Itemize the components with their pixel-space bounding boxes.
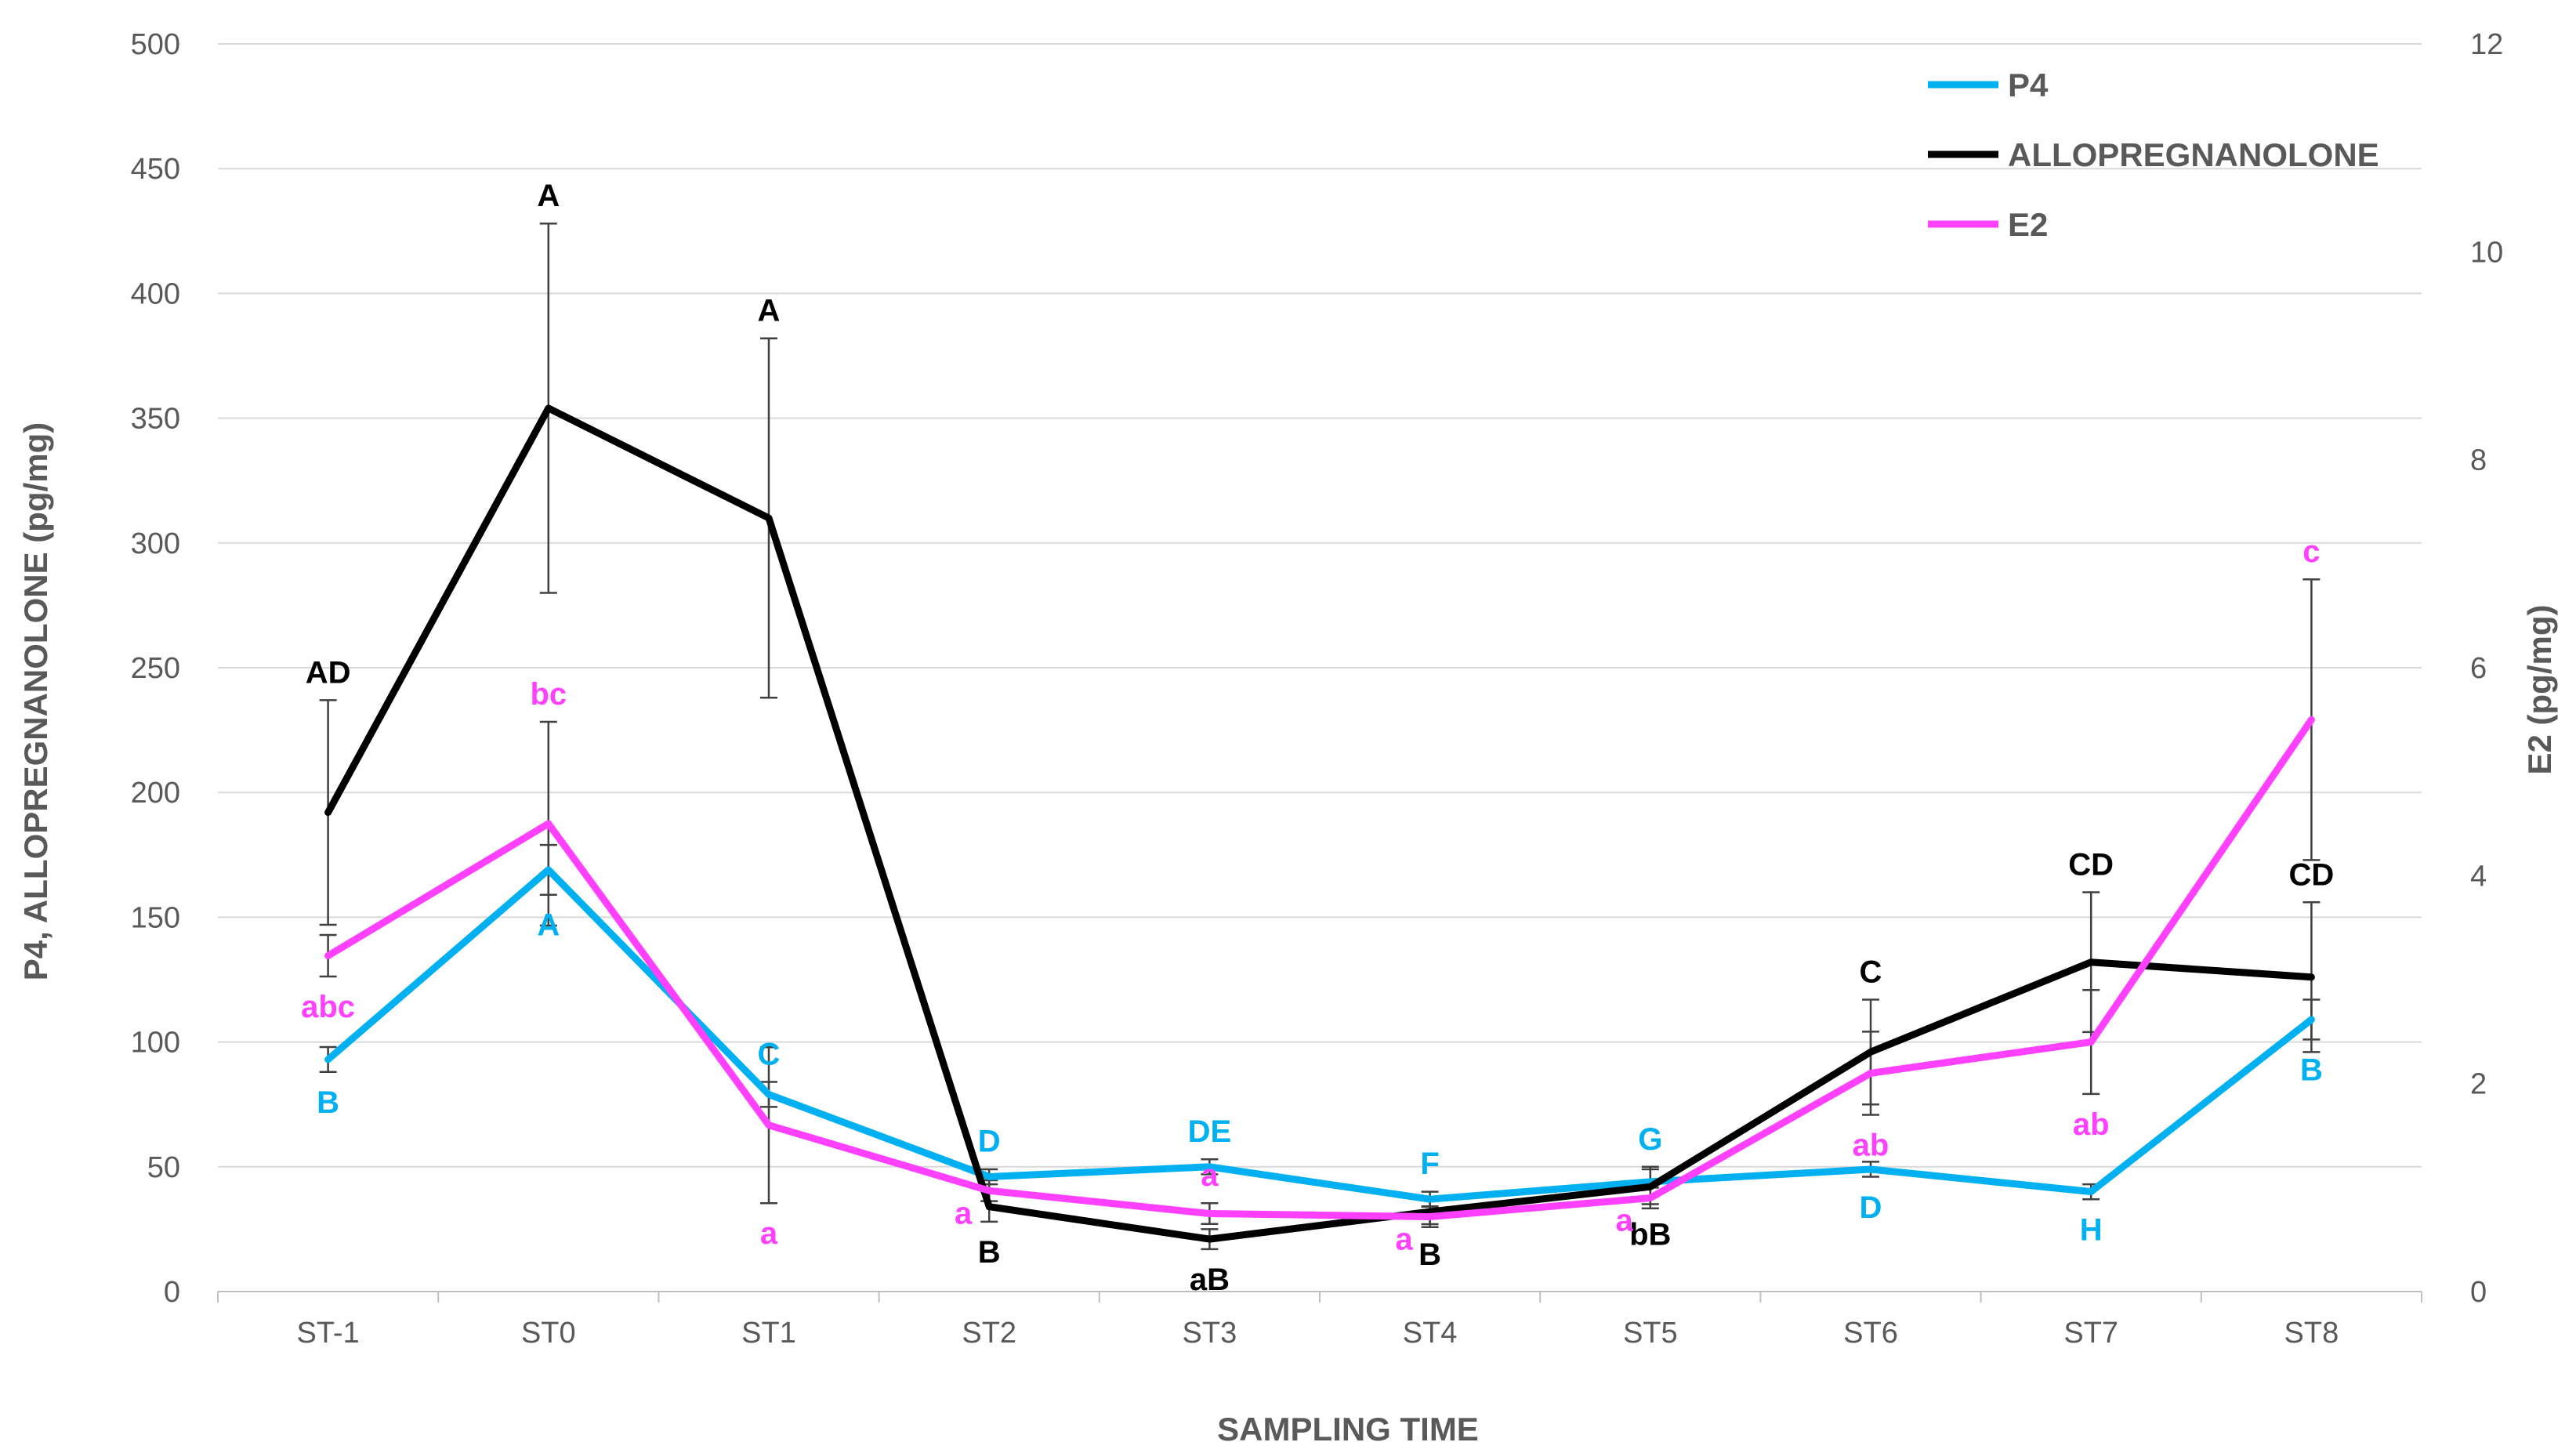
y-right-tick-label: 0: [2470, 1276, 2487, 1309]
y-right-tick-label: 6: [2470, 652, 2487, 685]
y-axis-left-title: P4, ALLOPREGNANOLONE (pg/mg): [17, 422, 54, 980]
data-label-allopregnanolone: CD: [2068, 848, 2114, 882]
data-label-e2: a: [760, 1216, 778, 1251]
y-right-tick-label: 4: [2470, 860, 2487, 893]
y-left-tick-label: 450: [131, 153, 180, 186]
legend: P4 ALLOPREGNANOLONE E2: [1928, 67, 2379, 243]
legend-item-allopregnanolone: ALLOPREGNANOLONE: [1928, 136, 2379, 173]
x-tick-label: ST8: [2284, 1317, 2339, 1350]
data-label-p4: D: [1860, 1190, 1882, 1225]
data-label-allopregnanolone: A: [537, 179, 560, 213]
y-left-tick-label: 350: [131, 403, 180, 436]
data-label-e2: a: [1395, 1222, 1413, 1256]
y-left-tick-label: 250: [131, 652, 180, 685]
y-left-tick-label: 300: [131, 527, 180, 560]
y-right-tick-label: 12: [2470, 28, 2503, 61]
x-axis-title: SAMPLING TIME: [1217, 1411, 1479, 1448]
data-label-e2: c: [2302, 534, 2320, 569]
y-axis-right-title: E2 (pg/mg): [2521, 605, 2558, 775]
axes: [217, 1291, 2422, 1303]
y-left-tick-label: 0: [164, 1276, 180, 1309]
data-label-e2: a: [1616, 1204, 1634, 1238]
error-bars: [319, 222, 2321, 1251]
data-label-p4: F: [1420, 1147, 1439, 1181]
y-left-tick-label: 500: [131, 28, 180, 61]
data-label-p4: A: [537, 908, 560, 943]
data-label-allopregnanolone: C: [1860, 955, 1882, 989]
data-label-p4: G: [1638, 1122, 1662, 1157]
x-tick-label: ST2: [962, 1317, 1016, 1350]
legend-item-p4: P4: [1928, 67, 2049, 103]
data-label-e2: a: [1201, 1158, 1219, 1193]
data-label-e2: ab: [1853, 1128, 1889, 1162]
y-right-tick-label: 10: [2470, 236, 2503, 269]
data-label-allopregnanolone: CD: [2289, 857, 2335, 892]
legend-label-e2: E2: [2008, 206, 2048, 243]
data-label-e2: bc: [530, 677, 567, 712]
x-tick-label: ST6: [1843, 1317, 1898, 1350]
data-label-allopregnanolone: B: [978, 1235, 1001, 1270]
tick-labels: 0 50 100 150 200 250 300 350 400 450 500 0 2 4 6 8 10 12 S…: [131, 28, 2504, 1350]
series-lines: [324, 404, 2315, 1243]
data-label-allopregnanolone: A: [758, 294, 781, 328]
y-left-tick-label: 50: [147, 1151, 180, 1184]
series-line-p4: [324, 866, 2315, 1203]
data-label-p4: C: [758, 1038, 781, 1072]
legend-label-allopregnanolone: ALLOPREGNANOLONE: [2008, 136, 2379, 173]
data-label-p4: DE: [1188, 1114, 1232, 1149]
y-left-tick-label: 400: [131, 277, 180, 310]
x-tick-label: ST7: [2063, 1317, 2118, 1350]
data-label-p4: B: [2300, 1053, 2323, 1087]
y-left-tick-label: 100: [131, 1027, 180, 1060]
data-label-p4: B: [317, 1085, 339, 1120]
x-tick-label: ST3: [1183, 1317, 1237, 1350]
y-right-tick-label: 2: [2470, 1068, 2487, 1101]
data-label-allopregnanolone: AD: [306, 655, 351, 690]
data-label-p4: H: [2080, 1213, 2103, 1248]
data-label-allopregnanolone: bB: [1629, 1218, 1671, 1252]
y-left-tick-label: 200: [131, 777, 180, 810]
legend-label-p4: P4: [2008, 67, 2049, 103]
series-line-allopregnanolone: [324, 404, 2315, 1243]
data-label-e2: abc: [301, 990, 355, 1024]
x-tick-label: ST5: [1623, 1317, 1678, 1350]
data-label-allopregnanolone: aB: [1190, 1263, 1230, 1297]
series-line-e2: [324, 716, 2315, 1220]
data-label-e2: a: [955, 1196, 973, 1230]
data-label-allopregnanolone: B: [1418, 1237, 1441, 1272]
x-tick-label: ST0: [521, 1317, 576, 1350]
y-right-tick-label: 8: [2470, 444, 2487, 477]
data-label-p4: D: [978, 1125, 1001, 1159]
x-tick-label: ST1: [741, 1317, 796, 1350]
legend-item-e2: E2: [1928, 206, 2048, 243]
x-tick-label: ST4: [1403, 1317, 1458, 1350]
y-left-tick-label: 150: [131, 901, 180, 934]
x-tick-label: ST-1: [296, 1317, 359, 1350]
data-label-e2: ab: [2073, 1107, 2110, 1142]
gridlines: [218, 43, 2422, 1168]
